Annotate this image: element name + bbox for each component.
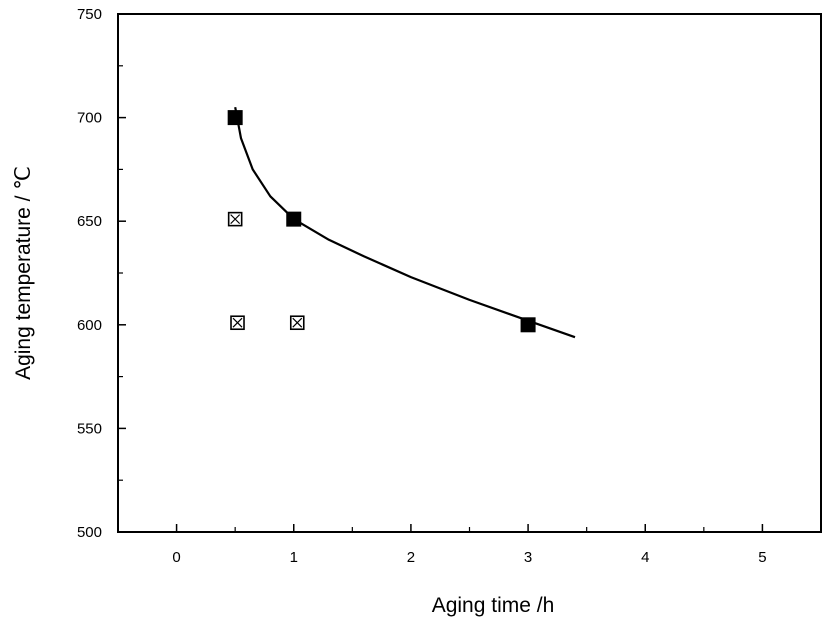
y-tick-label: 750 (77, 6, 102, 23)
x-tick-label: 1 (290, 549, 298, 566)
crossed-square-point (289, 315, 305, 331)
x-tick-label: 2 (407, 549, 415, 566)
y-tick-label: 650 (77, 213, 102, 230)
filled-square-point (520, 317, 536, 333)
crossed-square-point (230, 315, 245, 331)
axes: 0 1 2 3 4 5 500 550 600 650 700 750 (77, 6, 822, 566)
x-tick-label: 0 (172, 549, 180, 566)
y-tick-label: 700 (77, 110, 102, 127)
y-tick-label: 500 (77, 524, 102, 541)
x-axis-label: Aging time /h (432, 594, 555, 617)
y-tick-label: 600 (77, 317, 102, 334)
filled-square-point (227, 110, 243, 126)
fit-curve-layer (234, 106, 576, 339)
x-tick-label: 4 (641, 549, 649, 566)
crossed-square-diag (230, 214, 241, 225)
crossed-square-point (227, 211, 243, 227)
fit-curve-line (234, 106, 576, 339)
x-tick-label: 5 (758, 549, 766, 566)
filled-square-point (286, 211, 302, 227)
plot-frame (117, 13, 822, 533)
x-tick-label: 3 (524, 549, 532, 566)
y-tick-label: 550 (77, 420, 102, 437)
data-points (227, 110, 536, 333)
y-axis-label: Aging temperature / ℃ (12, 166, 35, 380)
crossed-square-diag (232, 317, 243, 328)
crossed-square-diag (292, 317, 303, 328)
